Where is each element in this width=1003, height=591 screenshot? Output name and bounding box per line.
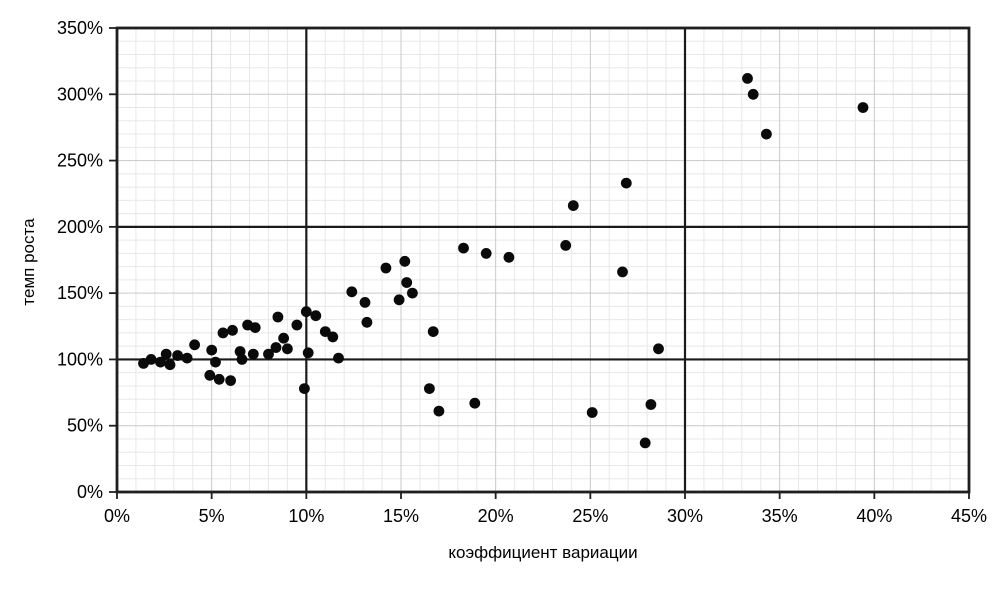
major-gridlines <box>117 28 969 492</box>
data-point <box>206 344 218 356</box>
data-point <box>399 255 411 267</box>
plot-background <box>117 28 969 492</box>
data-point <box>346 286 358 298</box>
x-tick-label: 35% <box>762 506 798 526</box>
data-point <box>424 383 435 394</box>
y-tick-label: 350% <box>57 18 103 38</box>
x-tick-label: 10% <box>288 506 324 526</box>
x-tick-label: 15% <box>383 506 419 526</box>
data-point <box>270 342 282 353</box>
data-point <box>560 240 572 251</box>
data-point <box>225 375 237 386</box>
data-point <box>639 437 651 449</box>
data-point <box>380 262 392 274</box>
y-tick-label: 250% <box>57 151 103 171</box>
data-point <box>458 242 469 254</box>
data-point <box>469 397 481 409</box>
data-points <box>138 73 869 449</box>
data-point <box>857 102 869 113</box>
data-point <box>617 266 628 278</box>
data-point <box>742 73 753 84</box>
plot-border <box>115 26 971 494</box>
data-point <box>361 316 373 328</box>
data-point <box>586 407 598 418</box>
data-point <box>653 343 664 355</box>
x-axis-title: коэффициент вариации <box>448 543 637 562</box>
axis-ticks <box>109 27 970 499</box>
data-point <box>300 306 312 318</box>
data-point <box>433 405 445 417</box>
data-point <box>299 383 310 394</box>
reference-lines <box>117 28 969 492</box>
data-point <box>620 177 632 189</box>
data-point <box>164 359 176 371</box>
data-point <box>272 311 284 323</box>
data-point <box>181 352 193 364</box>
data-point <box>247 348 259 360</box>
x-axis-labels: 0% 5% 10% 15% 20% 25% 30% 35% 40% 45% <box>104 506 987 526</box>
data-point <box>761 128 772 140</box>
data-point <box>503 251 515 263</box>
data-point <box>213 373 225 385</box>
x-tick-label: 0% <box>104 506 130 526</box>
y-tick-label: 150% <box>57 283 103 303</box>
data-point <box>480 248 492 259</box>
data-point <box>263 348 274 360</box>
data-point <box>249 322 261 333</box>
y-tick-label: 100% <box>57 349 103 369</box>
data-point <box>282 343 293 355</box>
data-point <box>278 332 289 344</box>
data-point <box>217 327 229 339</box>
data-point <box>427 326 439 337</box>
y-tick-label: 0% <box>77 482 103 502</box>
data-point <box>189 339 201 351</box>
minor-gridlines <box>117 28 969 492</box>
x-tick-label: 40% <box>856 506 892 526</box>
data-point <box>359 297 371 308</box>
data-point <box>210 356 221 368</box>
y-tick-label: 300% <box>57 84 103 104</box>
y-tick-label: 50% <box>67 416 103 436</box>
plot-area: 0% 5% 10% 15% 20% 25% 30% 35% 40% 45% 0% 50% 100% 150… <box>57 18 987 526</box>
data-point <box>310 310 322 322</box>
data-point <box>160 348 172 360</box>
data-point <box>333 352 344 364</box>
data-point <box>291 319 303 331</box>
data-point <box>302 347 314 359</box>
data-point <box>645 399 657 410</box>
data-point <box>319 326 331 337</box>
x-tick-label: 30% <box>667 506 703 526</box>
data-point <box>145 354 157 365</box>
data-point <box>155 356 166 368</box>
data-point <box>407 287 418 299</box>
data-point <box>204 369 216 381</box>
data-point <box>747 88 759 100</box>
data-point <box>172 350 184 361</box>
y-axis-labels: 0% 50% 100% 150% 200% 250% 300% 350% <box>57 18 103 502</box>
x-tick-label: 20% <box>478 506 514 526</box>
x-tick-label: 45% <box>951 506 987 526</box>
x-tick-label: 25% <box>572 506 608 526</box>
data-point <box>401 277 413 288</box>
data-point <box>227 324 238 336</box>
data-point <box>236 354 248 365</box>
data-point <box>393 294 405 306</box>
x-tick-label: 5% <box>199 506 225 526</box>
y-axis-title: темп роста <box>19 218 38 306</box>
data-point <box>327 331 339 343</box>
data-point <box>567 200 579 212</box>
y-tick-label: 200% <box>57 217 103 237</box>
